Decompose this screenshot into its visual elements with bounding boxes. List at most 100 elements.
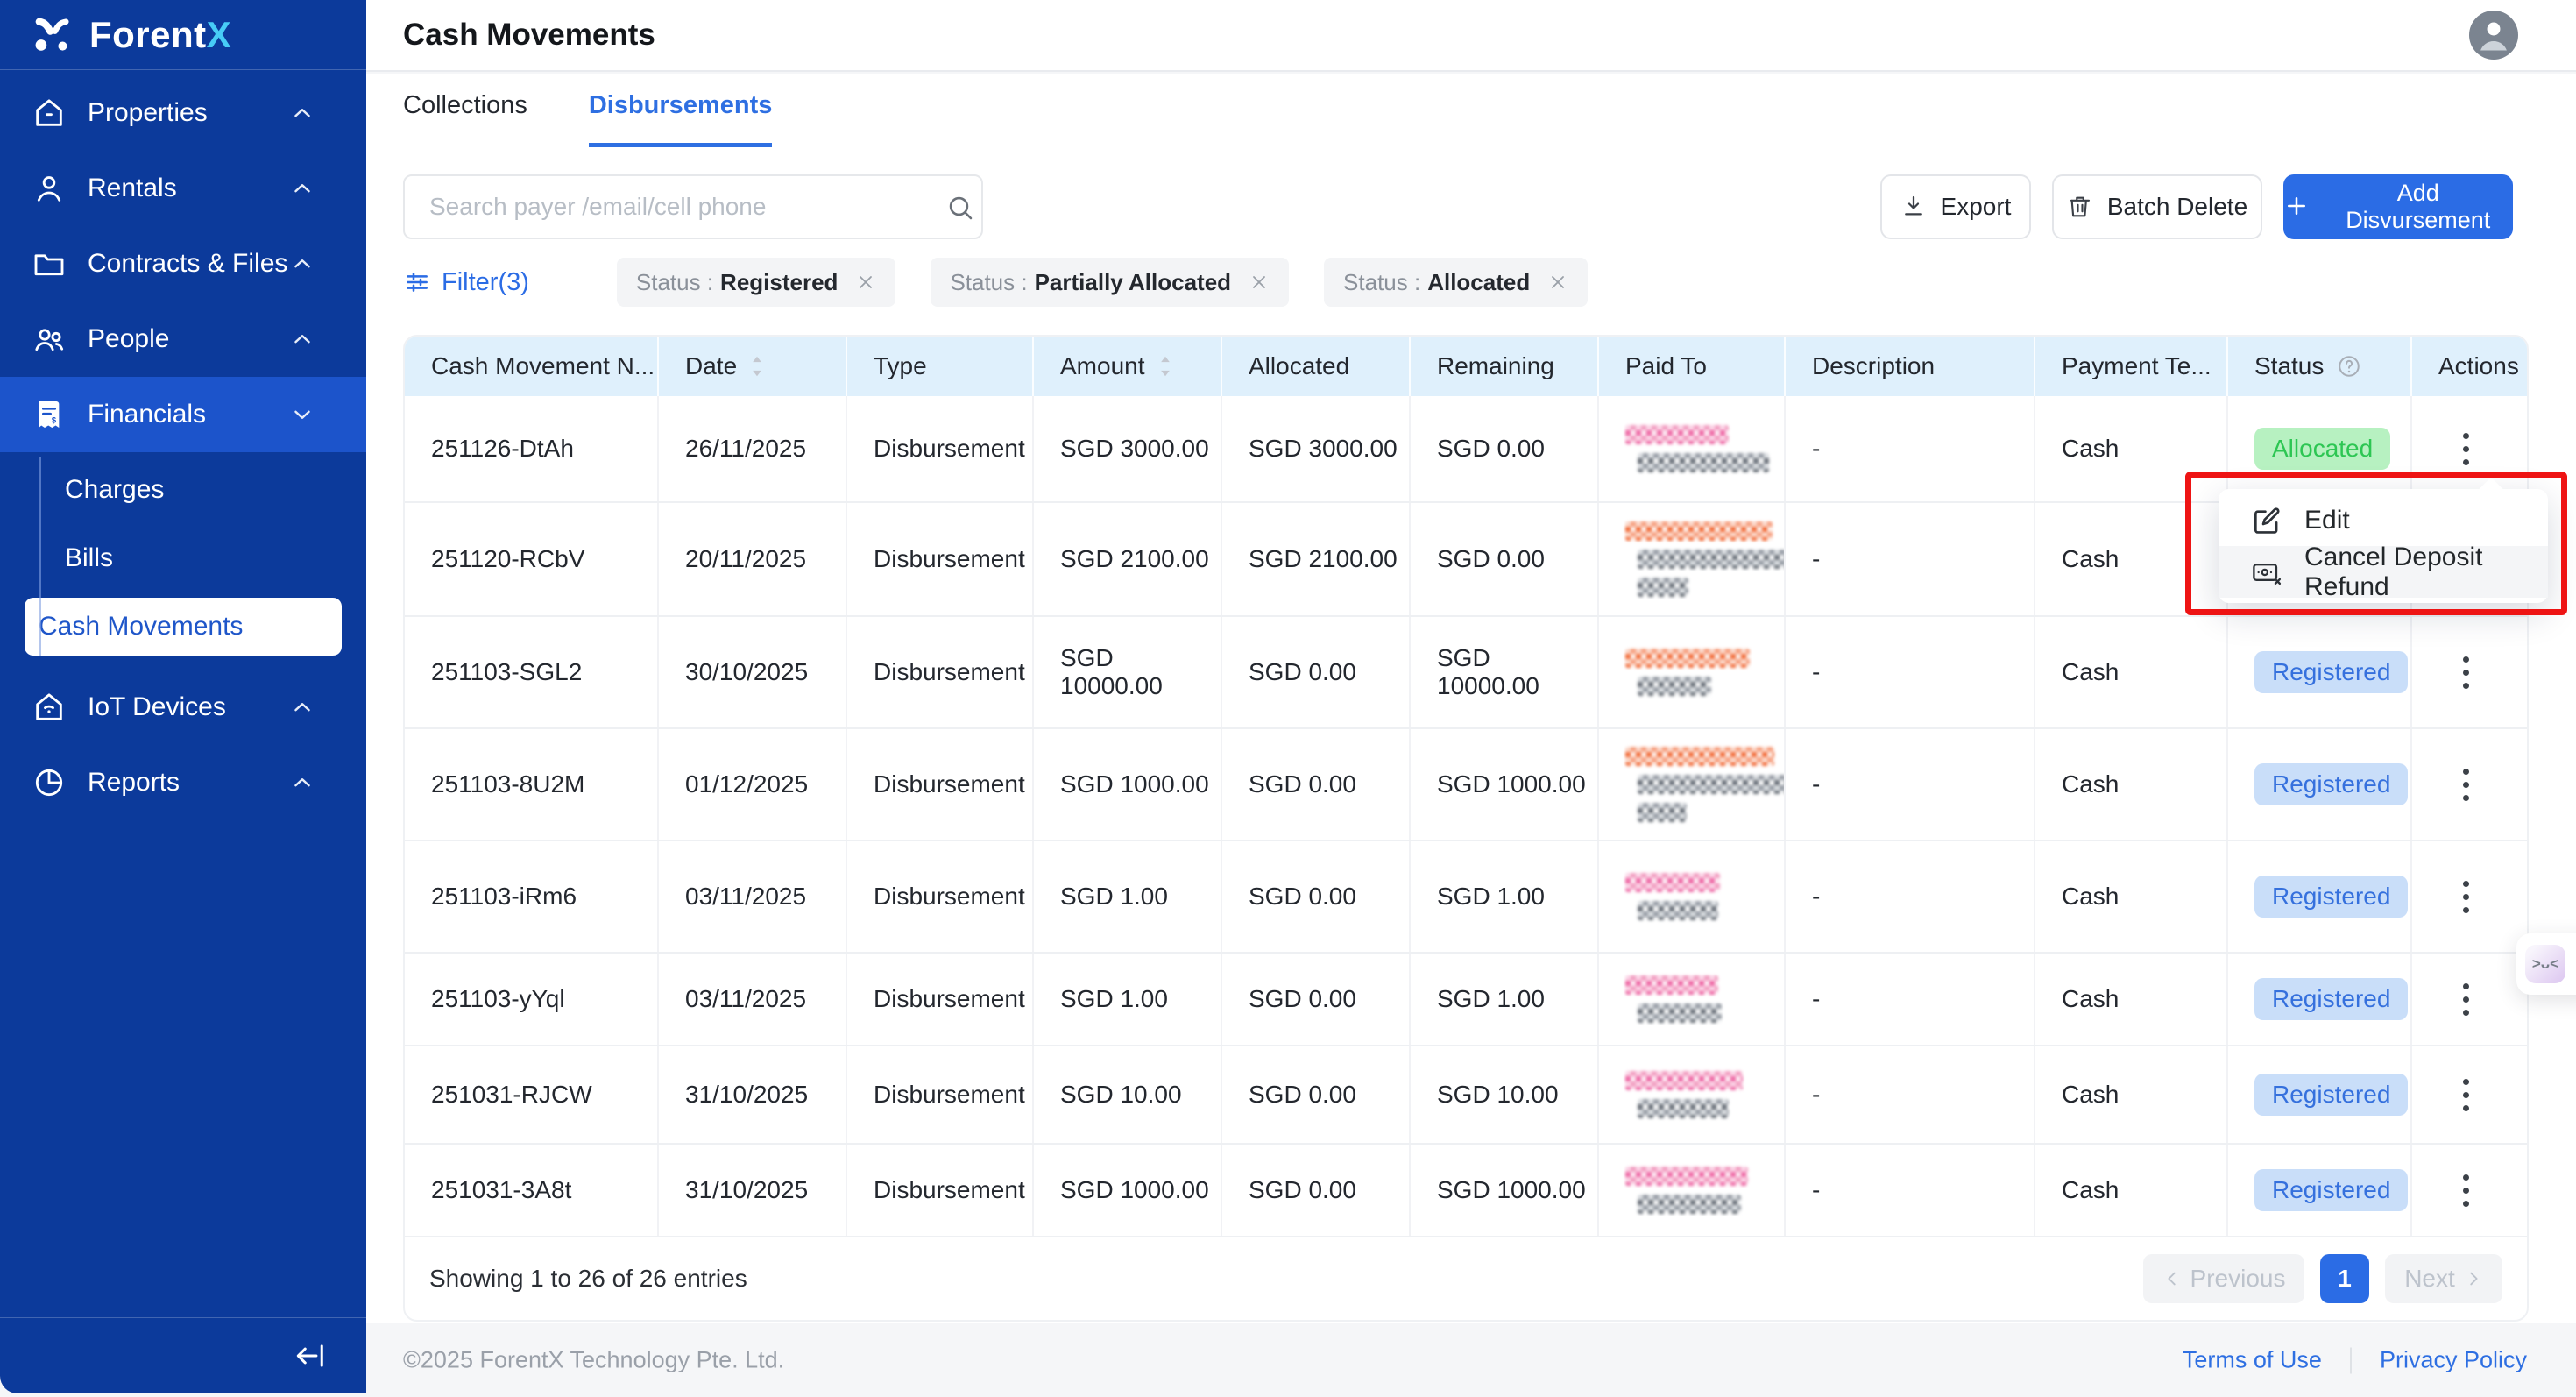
status-badge: Allocated <box>2254 428 2390 470</box>
sort-icon[interactable] <box>749 354 765 379</box>
menu-item-label: Cancel Deposit Refund <box>2304 542 2548 602</box>
remaining-cell: SGD 10.00 <box>1411 1046 1599 1143</box>
row-actions-button[interactable] <box>2454 872 2478 922</box>
payment-term-cell-text: Cash <box>2062 770 2119 798</box>
payment-term-cell: Cash <box>2035 954 2228 1045</box>
chip-remove-icon[interactable] <box>1249 272 1270 293</box>
edit-icon <box>2250 504 2283 537</box>
export-label: Export <box>1941 193 2012 221</box>
tab-collections[interactable]: Collections <box>403 91 527 147</box>
date-cell-text: 31/10/2025 <box>685 1081 808 1109</box>
row-actions-button[interactable] <box>2454 648 2478 698</box>
topbar: Cash Movements <box>366 0 2576 72</box>
add-disbursement-button[interactable]: Add Disvursement <box>2283 174 2513 239</box>
sidebar-item-label: Contracts & Files <box>88 249 289 279</box>
cash-movement-number-cell-text: 251103-yYql <box>431 985 565 1013</box>
date-cell-text: 01/12/2025 <box>685 770 808 798</box>
batch-delete-button[interactable]: Batch Delete <box>2052 174 2262 239</box>
remaining-cell-text: SGD 1.00 <box>1437 985 1545 1013</box>
search-icon[interactable] <box>945 192 976 223</box>
menu-item-edit[interactable]: Edit <box>2219 494 2548 546</box>
user-avatar[interactable] <box>2469 11 2518 60</box>
sidebar-item-contracts-files[interactable]: Contracts & Files <box>0 226 366 301</box>
row-actions-button[interactable] <box>2454 1166 2478 1216</box>
chevron-up-icon <box>289 769 315 796</box>
forentx-logo-icon <box>32 14 74 56</box>
sidebar-item-reports[interactable]: Reports <box>0 745 366 820</box>
type-cell-text: Disbursement <box>874 1176 1025 1204</box>
menu-item-cancel-deposit-refund[interactable]: Cancel Deposit Refund <box>2219 546 2548 598</box>
payment-term-cell-text: Cash <box>2062 658 2119 686</box>
footer-links-divider <box>2350 1347 2352 1373</box>
sidebar-item-iot-devices[interactable]: IoT Devices <box>0 670 366 745</box>
column-header-amount: Amount <box>1034 337 1222 396</box>
allocated-cell-text: SGD 0.00 <box>1249 658 1356 686</box>
sidebar-item-label: Financials <box>88 400 289 429</box>
search-input[interactable] <box>403 174 983 239</box>
previous-label: Previous <box>2190 1265 2286 1293</box>
paid-to-cell <box>1599 396 1786 501</box>
sidebar-subitem-bills[interactable]: Bills <box>51 524 342 592</box>
sidebar-item-label: People <box>88 324 289 354</box>
sidebar-item-rentals[interactable]: Rentals <box>0 151 366 226</box>
type-cell-text: Disbursement <box>874 770 1025 798</box>
row-actions-button[interactable] <box>2454 975 2478 1025</box>
privacy-policy-link[interactable]: Privacy Policy <box>2380 1347 2527 1374</box>
collapse-sidebar-icon[interactable] <box>293 1339 326 1372</box>
sidebar-subitem-label: Charges <box>65 475 164 505</box>
paid-to-cell <box>1599 954 1786 1045</box>
sidebar-item-properties[interactable]: Properties <box>0 75 366 151</box>
column-header-type: Type <box>847 337 1034 396</box>
status-cell: Registered <box>2228 841 2412 952</box>
allocated-cell: SGD 0.00 <box>1222 617 1411 727</box>
sidebar-item-label: Rentals <box>88 174 289 203</box>
column-header-cash-movement-n: Cash Movement N... <box>405 337 659 396</box>
terms-of-use-link[interactable]: Terms of Use <box>2183 1347 2322 1374</box>
amount-cell-text: SGD 3000.00 <box>1060 435 1209 463</box>
payment-term-cell: Cash <box>2035 1046 2228 1143</box>
description-cell-text: - <box>1812 770 1820 798</box>
filter-button[interactable]: Filter(3) <box>403 268 529 297</box>
row-actions-button[interactable] <box>2454 760 2478 810</box>
logo[interactable]: ForentX <box>0 0 366 70</box>
remaining-cell-text: SGD 1000.00 <box>1437 1176 1586 1204</box>
status-cell: Registered <box>2228 729 2412 840</box>
batch-delete-label: Batch Delete <box>2107 193 2247 221</box>
status-badge: Registered <box>2254 978 2408 1020</box>
sidebar-item-people[interactable]: People <box>0 301 366 377</box>
sort-icon[interactable] <box>1157 354 1173 379</box>
description-cell-text: - <box>1812 985 1820 1013</box>
paid-to-cell <box>1599 617 1786 727</box>
sidebar-item-financials[interactable]: $Financials <box>0 377 366 452</box>
payment-term-cell-text: Cash <box>2062 1081 2119 1109</box>
type-cell-text: Disbursement <box>874 883 1025 911</box>
chip-remove-icon[interactable] <box>1547 272 1568 293</box>
menu-item-label: Edit <box>2304 506 2350 535</box>
sidebar-subitem-cash-movements[interactable]: Cash Movements <box>25 598 342 656</box>
export-button[interactable]: Export <box>1880 174 2031 239</box>
next-page-button[interactable]: Next <box>2385 1254 2502 1303</box>
date-cell: 31/10/2025 <box>659 1046 847 1143</box>
table-body: 251126-DtAh26/11/2025DisbursementSGD 300… <box>405 396 2527 1237</box>
sidebar-subitem-charges[interactable]: Charges <box>51 456 342 524</box>
sidebar-subitem-label: Bills <box>65 543 113 573</box>
add-disbursement-label: Add Disvursement <box>2323 180 2513 234</box>
chip-remove-icon[interactable] <box>855 272 876 293</box>
page-1-button[interactable]: 1 <box>2320 1254 2369 1303</box>
footer-links: Terms of Use Privacy Policy <box>2183 1347 2527 1374</box>
amount-cell-text: SGD 10000.00 <box>1060 644 1210 700</box>
feedback-widget-button[interactable]: >ᴗ< <box>2525 945 2565 983</box>
amount-cell-text: SGD 10.00 <box>1060 1081 1182 1109</box>
cash-movement-number-cell: 251103-iRm6 <box>405 841 659 952</box>
home-icon <box>32 96 67 131</box>
description-cell: - <box>1786 617 2035 727</box>
row-actions-button[interactable] <box>2454 424 2478 474</box>
sidebar-subitem-label: Cash Movements <box>39 612 243 642</box>
payment-term-cell: Cash <box>2035 729 2228 840</box>
filter-chips: Status :RegisteredStatus :Partially Allo… <box>617 258 1588 307</box>
previous-page-button[interactable]: Previous <box>2143 1254 2304 1303</box>
row-actions-button[interactable] <box>2454 1070 2478 1120</box>
tab-disbursements[interactable]: Disbursements <box>589 91 773 147</box>
filter-sliders-icon <box>403 268 431 296</box>
column-header-label: Type <box>874 352 927 380</box>
